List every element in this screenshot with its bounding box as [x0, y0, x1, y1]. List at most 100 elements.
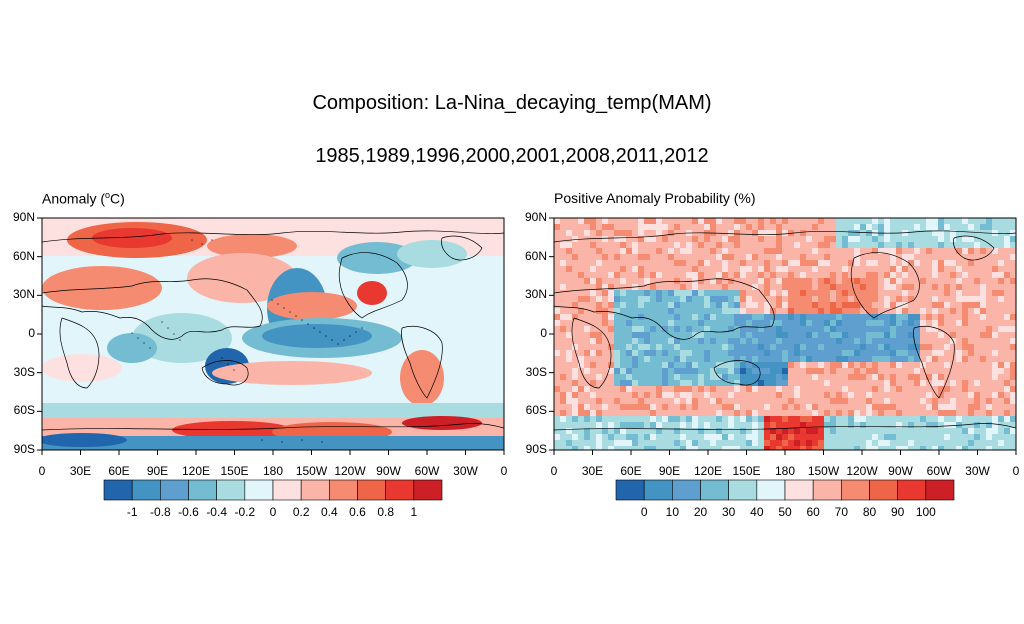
probability-cell	[656, 308, 662, 314]
probability-cell	[698, 434, 704, 440]
probability-cell	[758, 248, 764, 254]
probability-cell	[974, 284, 980, 290]
probability-cell	[932, 308, 938, 314]
probability-cell	[962, 314, 968, 320]
probability-cell	[890, 428, 896, 434]
probability-cell	[590, 272, 596, 278]
x-axis-label: 180	[774, 464, 796, 478]
probability-cell	[632, 296, 638, 302]
probability-cell	[644, 272, 650, 278]
probability-cell	[938, 218, 944, 224]
probability-cell	[800, 248, 806, 254]
probability-cell	[782, 266, 788, 272]
probability-cell	[980, 404, 986, 410]
probability-cell	[590, 428, 596, 434]
probability-cell	[926, 254, 932, 260]
probability-cell	[782, 224, 788, 230]
probability-cell	[572, 332, 578, 338]
probability-cell	[830, 302, 836, 308]
probability-cell	[560, 416, 566, 422]
probability-cell	[650, 332, 656, 338]
probability-cell	[956, 404, 962, 410]
probability-cell	[758, 338, 764, 344]
probability-cell	[860, 332, 866, 338]
probability-cell	[950, 302, 956, 308]
probability-cell	[674, 380, 680, 386]
probability-cell	[830, 398, 836, 404]
probability-cell	[566, 446, 572, 450]
probability-cell	[902, 218, 908, 224]
probability-cell	[740, 380, 746, 386]
probability-cell	[980, 248, 986, 254]
probability-cell	[782, 302, 788, 308]
probability-cell	[644, 308, 650, 314]
probability-cell	[620, 416, 626, 422]
probability-cell	[944, 326, 950, 332]
probability-cell	[596, 266, 602, 272]
probability-cell	[638, 224, 644, 230]
probability-cell	[620, 284, 626, 290]
probability-cell	[554, 350, 560, 356]
probability-cell	[578, 404, 584, 410]
probability-cell	[830, 260, 836, 266]
probability-cell	[710, 236, 716, 242]
probability-cell	[902, 344, 908, 350]
probability-cell	[854, 344, 860, 350]
probability-cell	[596, 392, 602, 398]
probability-cell	[632, 350, 638, 356]
probability-cell	[986, 434, 992, 440]
probability-cell	[614, 272, 620, 278]
probability-cell	[614, 446, 620, 450]
probability-cell	[728, 248, 734, 254]
probability-cell	[560, 350, 566, 356]
probability-cell	[608, 230, 614, 236]
probability-cell	[788, 356, 794, 362]
probability-cell	[1004, 272, 1010, 278]
probability-cell	[716, 410, 722, 416]
probability-cell	[764, 326, 770, 332]
colorbar-label: 0	[640, 505, 648, 519]
probability-cell	[644, 380, 650, 386]
probability-cell	[674, 416, 680, 422]
probability-cell	[626, 356, 632, 362]
probability-cell	[962, 242, 968, 248]
probability-cell	[986, 308, 992, 314]
probability-cell	[962, 380, 968, 386]
probability-cell	[728, 362, 734, 368]
probability-cell	[734, 362, 740, 368]
probability-cell	[626, 290, 632, 296]
probability-cell	[776, 266, 782, 272]
probability-cell	[566, 272, 572, 278]
probability-cell	[884, 248, 890, 254]
probability-cell	[572, 356, 578, 362]
probability-cell	[758, 242, 764, 248]
probability-cell	[938, 260, 944, 266]
probability-cell	[698, 254, 704, 260]
probability-cell	[704, 344, 710, 350]
probability-cell	[632, 362, 638, 368]
probability-cell	[704, 266, 710, 272]
probability-cell	[920, 434, 926, 440]
probability-cell	[968, 302, 974, 308]
probability-cell	[770, 290, 776, 296]
probability-cell	[974, 362, 980, 368]
probability-cell	[956, 440, 962, 446]
probability-cell	[932, 398, 938, 404]
probability-cell	[812, 446, 818, 450]
probability-cell	[668, 266, 674, 272]
probability-cell	[794, 236, 800, 242]
probability-cell	[644, 284, 650, 290]
probability-cell	[914, 404, 920, 410]
probability-cell	[914, 368, 920, 374]
probability-cell	[812, 440, 818, 446]
probability-cell	[992, 272, 998, 278]
probability-cell	[974, 236, 980, 242]
probability-cell	[560, 356, 566, 362]
probability-cell	[788, 368, 794, 374]
probability-cell	[668, 320, 674, 326]
probability-cell	[698, 332, 704, 338]
probability-cell	[698, 266, 704, 272]
probability-cell	[644, 248, 650, 254]
probability-cell	[560, 422, 566, 428]
probability-cell	[884, 236, 890, 242]
